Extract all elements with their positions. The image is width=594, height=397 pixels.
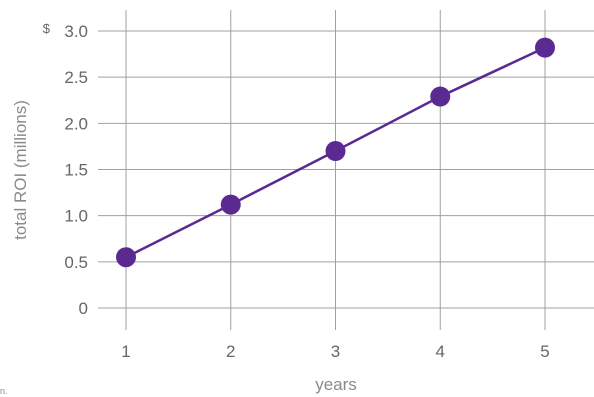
x-tick-label: 3 xyxy=(331,342,340,361)
data-point xyxy=(535,37,555,58)
y-tick-label: 0.5 xyxy=(64,253,88,272)
x-tick-label: 4 xyxy=(436,342,445,361)
y-tick-label: 0 xyxy=(79,299,88,318)
tick-labels: 0 0.5 1.0 1.5 2.0 2.5 3.0 $1 2 3 4 5 xyxy=(43,21,550,361)
data-point xyxy=(220,194,241,215)
data-point xyxy=(430,86,451,107)
x-tick-label: 2 xyxy=(226,342,235,361)
source-note-fragment: n. xyxy=(0,386,8,396)
x-axis-title: years xyxy=(315,375,357,394)
y-tick-label: 3.0 xyxy=(64,22,88,41)
y-axis-title: total ROI (millions) xyxy=(11,100,30,240)
y-tick-label: 1.0 xyxy=(64,207,88,226)
grid-lines xyxy=(98,10,594,330)
y-tick-label: 2.5 xyxy=(64,68,88,87)
data-point xyxy=(116,247,136,268)
y-tick-prefix: $ xyxy=(43,21,51,36)
x-tick-label: 5 xyxy=(540,342,549,361)
x-tick-label: 1 xyxy=(121,342,130,361)
y-tick-label: 1.5 xyxy=(64,161,88,180)
y-tick-label: 2.0 xyxy=(64,114,88,133)
data-point xyxy=(325,141,346,162)
series-group xyxy=(116,37,555,268)
